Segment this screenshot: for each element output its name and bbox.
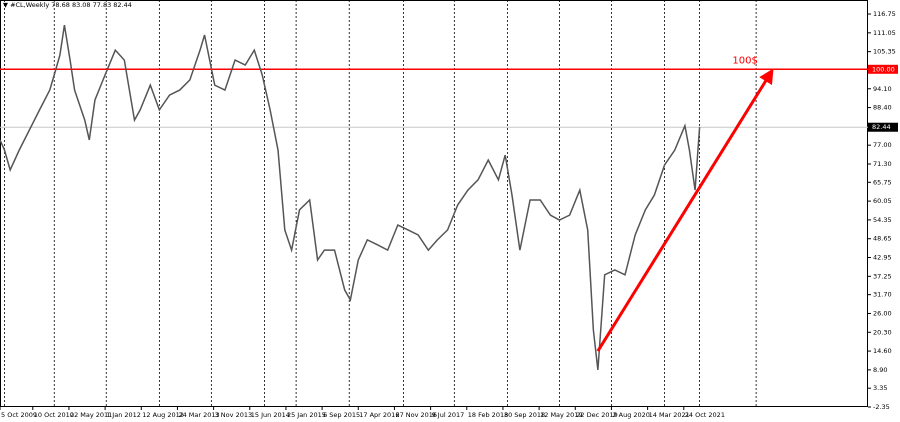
x-tick-label: 14 Mar 2021 — [649, 411, 690, 419]
x-tick-label: 2 Aug 2020 — [612, 411, 650, 419]
y-tick-label: 48.65 — [873, 235, 892, 243]
price-line-series — [0, 24, 701, 370]
y-tick-label: 20.30 — [873, 328, 892, 336]
y-tick-label: 3.35 — [873, 384, 887, 392]
x-tick-label: 30 Sep 2018 — [504, 411, 545, 419]
x-tick-label: 12 May 2019 — [540, 411, 582, 419]
price-label-box — [868, 64, 898, 74]
x-tick-label: 22 May 2011 — [70, 411, 112, 419]
y-tick-label: 60.05 — [873, 197, 892, 205]
y-tick-label: 88.40 — [873, 104, 892, 112]
y-tick-label: 54.35 — [873, 216, 892, 224]
x-tick-label: 18 Feb 2018 — [468, 411, 508, 419]
x-tick-label: 17 Apr 2016 — [359, 411, 399, 419]
x-tick-label: 10 Oct 2010 — [34, 411, 74, 419]
x-tick-label: 24 Mar 2013 — [178, 411, 219, 419]
y-tick-label: 77.00 — [873, 141, 892, 149]
x-tick-label: 27 Nov 2016 — [395, 411, 437, 419]
plot-frame — [0, 0, 868, 407]
x-tick-label: 6 Sep 2015 — [323, 411, 360, 419]
x-tick-label: 22 Dec 2019 — [576, 411, 618, 419]
price-label: 82.44 — [872, 123, 891, 131]
annotation: 100$ — [732, 56, 757, 67]
y-tick-label: 14.60 — [873, 347, 892, 355]
y-tick-label: 42.95 — [873, 254, 892, 262]
x-tick-label: 9 Jul 2017 — [432, 411, 465, 419]
y-tick-label: 71.30 — [873, 160, 892, 168]
x-tick-label: 24 Oct 2021 — [685, 411, 725, 419]
x-tick-label: 15 Jun 2014 — [251, 411, 290, 419]
x-tick-label: 1 Jan 2012 — [106, 411, 141, 419]
y-tick-label: 26.00 — [873, 309, 892, 317]
y-tick-label: 111.05 — [873, 29, 896, 37]
y-tick-label: 8.90 — [873, 366, 887, 374]
price-label: 100.00 — [872, 65, 895, 73]
chart-title: ▼ #CL,Weekly 78.68 83.08 77.83 82.44 — [3, 1, 132, 9]
x-tick-label: 3 Nov 2013 — [215, 411, 253, 419]
y-tick-label: 37.25 — [873, 272, 892, 280]
x-tick-label: 5 Oct 2009 — [1, 411, 37, 419]
y-tick-label: 65.75 — [873, 178, 892, 186]
x-tick-label: 12 Aug 2012 — [142, 411, 184, 419]
y-tick-label: 31.70 — [873, 291, 892, 299]
y-tick-label: 116.75 — [873, 10, 896, 18]
trend-arrow — [596, 68, 774, 352]
y-tick-label: 105.35 — [873, 48, 896, 56]
price-label-box — [868, 122, 898, 132]
y-tick-label: -2.35 — [873, 403, 890, 411]
y-tick-label: 94.10 — [873, 85, 892, 93]
x-tick-label: 25 Jan 2015 — [287, 411, 326, 419]
